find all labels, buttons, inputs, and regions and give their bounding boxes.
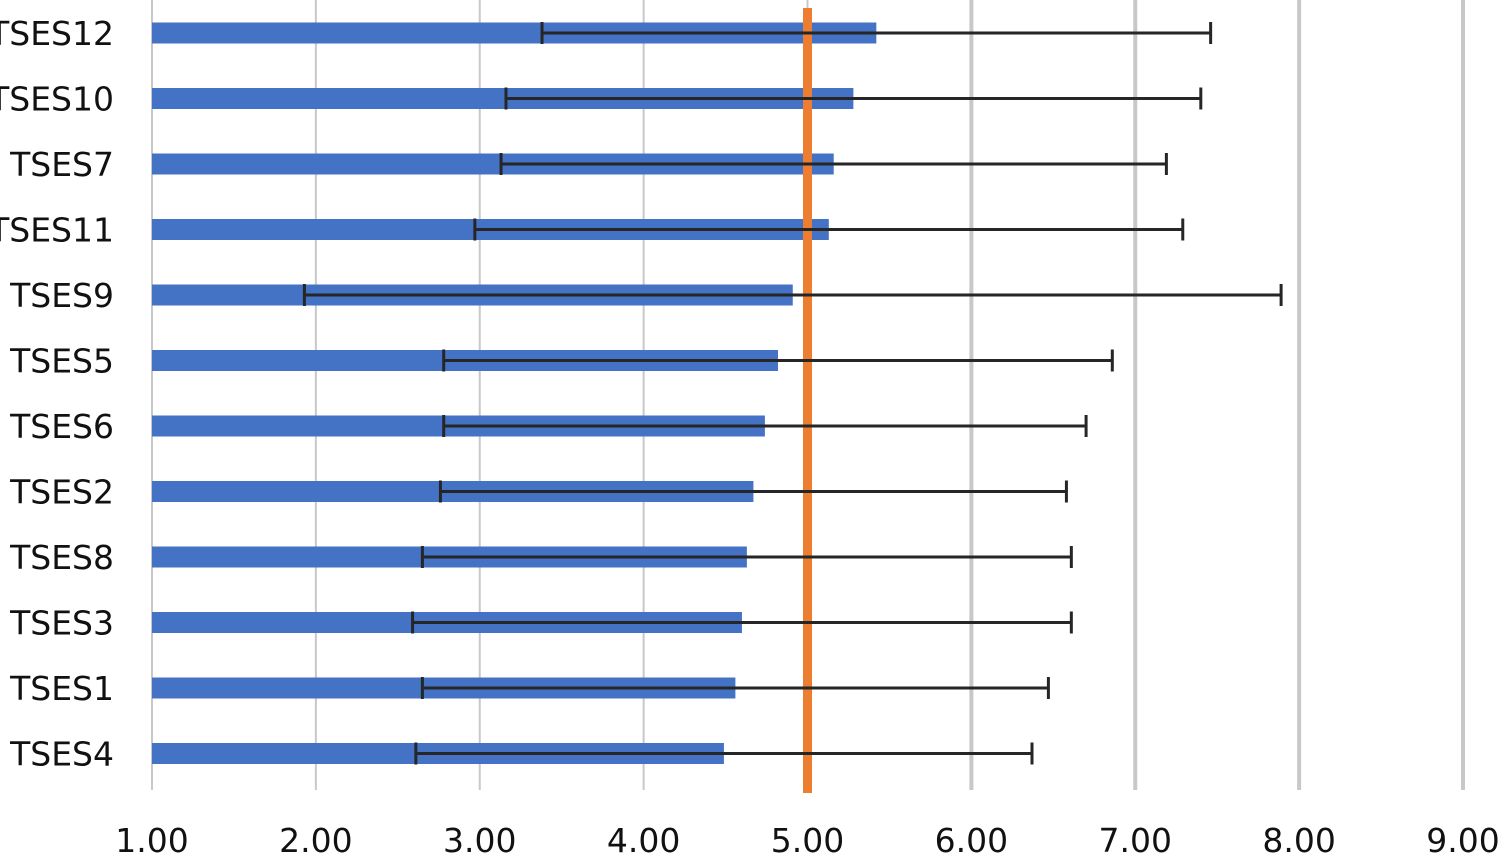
y-category-label: TSES9 <box>9 276 114 315</box>
x-tick-label: 4.00 <box>607 821 680 860</box>
error-bars <box>302 22 1283 765</box>
x-tick-label: 9.00 <box>1426 821 1499 860</box>
x-tick-label: 6.00 <box>935 821 1008 860</box>
x-tick-label: 7.00 <box>1099 821 1172 860</box>
y-category-label: TSES5 <box>9 342 114 381</box>
y-category-label: TSES2 <box>9 473 114 512</box>
y-category-label: TSES10 <box>0 80 114 119</box>
x-tick-label: 3.00 <box>443 821 516 860</box>
x-tick-label: 8.00 <box>1262 821 1335 860</box>
y-category-label: TSES4 <box>9 735 114 774</box>
y-axis-category-labels: TSES12 TSES10 TSES7 TSES11 TSES9 TSES5 TSES6 TS… <box>0 14 114 774</box>
bars <box>152 22 877 764</box>
x-tick-label: 1.00 <box>115 821 188 860</box>
y-category-label: TSES12 <box>0 14 114 53</box>
x-tick-label: 2.00 <box>279 821 352 860</box>
bar <box>152 22 877 44</box>
y-category-label: TSES11 <box>0 211 114 250</box>
x-axis-tick-labels: 1.00 2.00 3.00 4.00 5.00 6.00 7.00 8.00 9.00 <box>115 821 1499 860</box>
y-category-label: TSES8 <box>9 538 114 577</box>
bar <box>152 88 854 109</box>
y-category-label: TSES3 <box>9 604 114 643</box>
x-tick-label: 5.00 <box>771 821 844 860</box>
bar <box>152 153 834 175</box>
y-category-label: TSES6 <box>9 407 114 446</box>
y-category-label: TSES7 <box>9 145 114 184</box>
y-category-label: TSES1 <box>9 669 114 708</box>
